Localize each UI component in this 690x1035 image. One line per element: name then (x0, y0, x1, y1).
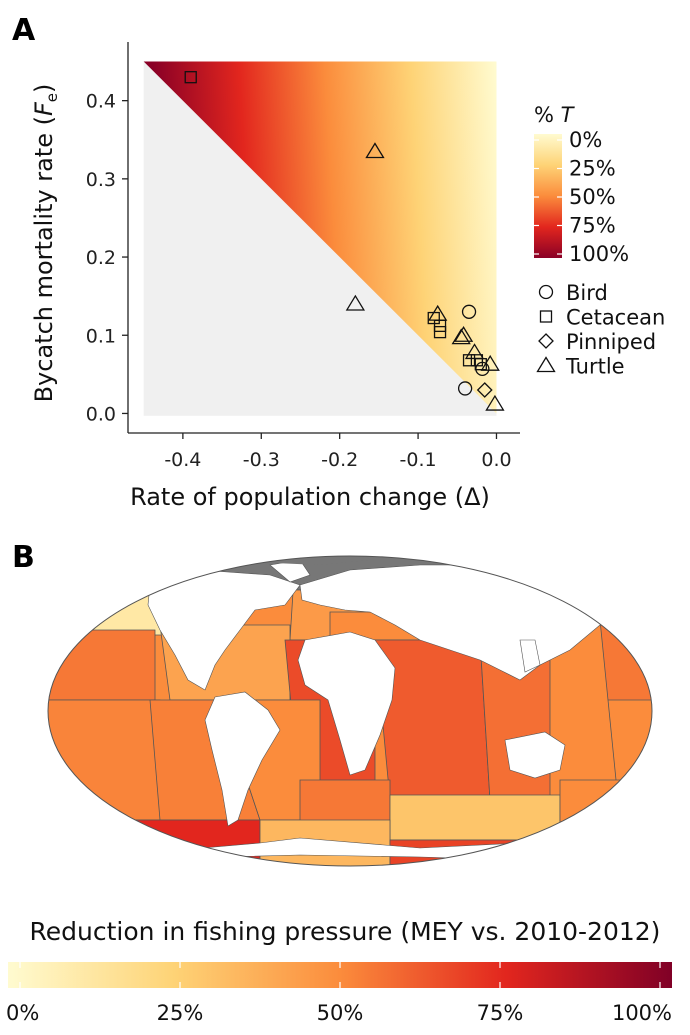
y-tick-label: 0.1 (86, 325, 116, 347)
land-mass (504, 731, 566, 779)
colorbar-b-ticks: 0% 25% 50% 75% 100% (6, 962, 672, 1025)
world-map (47, 555, 653, 867)
y-tick-label: 0.0 (86, 403, 116, 425)
colorbar-a-tick-label: 25% (569, 157, 616, 181)
legend-key-triangle (536, 356, 556, 373)
ocean-region (59, 556, 161, 581)
y-axis-title-var: F (30, 101, 58, 116)
data-point-triangle (464, 343, 485, 360)
map-outline (47, 555, 653, 867)
y-axis-title-sub: e (43, 93, 61, 102)
colorbar-a-tick-label: 0% (569, 128, 602, 152)
y-tick-label: 0.4 (86, 91, 116, 113)
data-point-square (184, 71, 197, 84)
data-point-triangle (451, 328, 471, 345)
ocean-region (48, 699, 166, 821)
legend-key-circle (538, 284, 554, 300)
colorbar-b-tick-label: 50% (317, 1001, 364, 1025)
data-point-triangle (365, 142, 385, 159)
y-axis-title: Bycatch mortality rate (Fe) (30, 84, 61, 403)
x-tick-label: -0.4 (164, 449, 201, 471)
colorbar-a (534, 134, 562, 258)
data-point-diamond (476, 382, 493, 398)
x-axis-title: Rate of population change (Δ) (130, 483, 490, 511)
ocean-region (48, 629, 156, 701)
colorbar-a-tick-label: 75% (569, 214, 616, 238)
land-mass (147, 569, 301, 691)
data-point-circle (461, 304, 477, 319)
data-point-triangle (345, 294, 366, 311)
panel-a-legend: % T 0% 25% 50% 75% 100% BirdCetaceanPinniped… (534, 103, 665, 379)
panel-a-axes: -0.4 -0.3 -0.2 -0.1 0.0 0.0 0.1 0.2 0.3 0.4 (86, 42, 520, 471)
colorbar-a-tick-label: 100% (569, 242, 629, 266)
legend-label: Turtle (565, 355, 625, 379)
y-tick-label: 0.2 (86, 247, 116, 269)
ocean-region (559, 779, 652, 866)
data-point-square (433, 325, 447, 339)
legend-key-square (539, 310, 553, 323)
colorbar-b-tick-label: 0% (6, 1001, 39, 1025)
legend-label: Pinniped (566, 330, 656, 354)
colorbar-b-tick-label: 75% (477, 1001, 524, 1025)
colorbar-a-ticks: 0% 25% 50% 75% 100% (534, 128, 629, 266)
data-point-triangle (480, 354, 500, 371)
legend-label: Cetacean (566, 306, 665, 330)
colorbar-title: % T (534, 103, 576, 127)
data-point-triangle (485, 394, 505, 411)
tradeoff-gradient-region (143, 61, 497, 416)
colorbar-b-tick-label: 100% (612, 1001, 672, 1025)
ocean-region (54, 559, 163, 636)
x-tick-label: -0.2 (321, 449, 358, 471)
data-point-triangle (453, 325, 474, 342)
x-tick-label: 0.0 (481, 449, 511, 471)
colorbar-a-tick-label: 50% (569, 185, 616, 209)
y-tick-label: 0.3 (86, 169, 116, 191)
data-point-circle (457, 381, 473, 396)
data-points (184, 71, 505, 411)
legend-label: Bird (566, 281, 608, 305)
panel-a-label: A (12, 13, 36, 48)
y-axis-title-main: Bycatch mortality rate ( (30, 116, 58, 402)
data-point-square (433, 319, 447, 333)
data-point-circle (475, 361, 490, 377)
x-tick-label: -0.3 (243, 449, 280, 471)
land-mass (204, 691, 281, 827)
land-mass (297, 631, 396, 776)
data-point-square (462, 354, 476, 367)
y-axis-title-close: ) (30, 84, 58, 93)
legend-key-diamond (538, 333, 554, 349)
colorbar-b-title: Reduction in fishing pressure (MEY vs. 2… (30, 917, 661, 946)
panel-a-scatter: -0.4 -0.3 -0.2 -0.1 0.0 0.0 0.1 0.2 0.3 0.4 (86, 42, 520, 471)
ocean-region (299, 779, 391, 826)
panel-b-label: B (12, 540, 35, 575)
x-tick-label: -0.1 (400, 449, 437, 471)
colorbar-b-tick-label: 25% (157, 1001, 204, 1025)
land-mass (519, 639, 541, 673)
